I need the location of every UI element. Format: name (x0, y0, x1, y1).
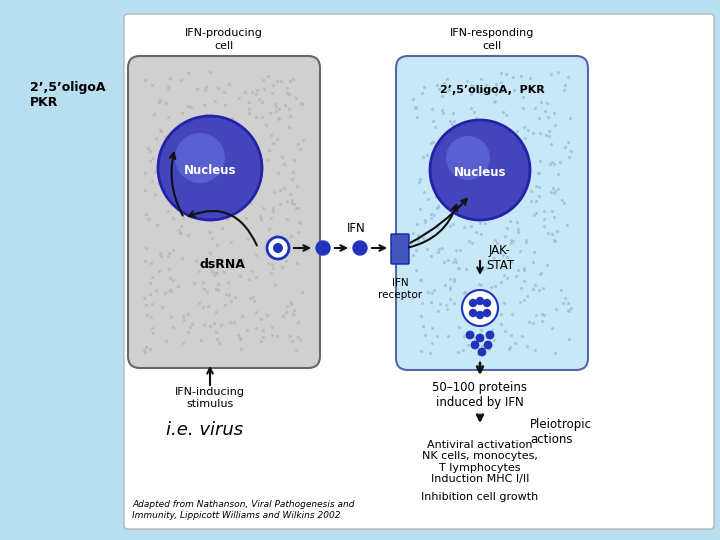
Circle shape (462, 290, 498, 326)
Circle shape (486, 331, 494, 339)
FancyBboxPatch shape (396, 56, 588, 370)
Circle shape (158, 116, 262, 220)
Circle shape (477, 298, 484, 305)
Text: IFN-inducing: IFN-inducing (175, 387, 245, 397)
Text: 2’,5’oligoA,  PKR: 2’,5’oligoA, PKR (440, 85, 544, 95)
Circle shape (478, 348, 486, 356)
Circle shape (476, 334, 484, 342)
Circle shape (446, 136, 490, 180)
Text: IFN-producing: IFN-producing (185, 28, 263, 38)
Text: JAK-
STAT: JAK- STAT (486, 244, 514, 272)
Text: i.e. virus: i.e. virus (166, 421, 243, 439)
Text: Adapted from Nathanson, Viral Pathogenesis and
Immunity, Lippicott Williams and : Adapted from Nathanson, Viral Pathogenes… (132, 500, 354, 519)
Text: IFN-responding: IFN-responding (450, 28, 534, 38)
FancyBboxPatch shape (124, 14, 714, 529)
Text: cell: cell (482, 41, 502, 51)
Text: IFN: IFN (346, 221, 365, 234)
Circle shape (267, 237, 289, 259)
Text: Nucleus: Nucleus (184, 164, 236, 177)
Circle shape (316, 241, 330, 255)
Circle shape (353, 241, 367, 255)
Text: cell: cell (215, 41, 233, 51)
Circle shape (273, 243, 283, 253)
Circle shape (484, 309, 490, 316)
FancyBboxPatch shape (128, 56, 320, 368)
Circle shape (430, 120, 530, 220)
Text: stimulus: stimulus (186, 399, 233, 409)
Text: 2’,5’oligoA: 2’,5’oligoA (30, 82, 106, 94)
Circle shape (484, 341, 492, 349)
Text: Inhibition cell growth: Inhibition cell growth (421, 492, 539, 502)
FancyBboxPatch shape (391, 234, 409, 264)
Text: 50–100 proteins
induced by IFN: 50–100 proteins induced by IFN (433, 381, 528, 409)
Text: PKR: PKR (30, 96, 58, 109)
Text: Nucleus: Nucleus (454, 165, 506, 179)
Circle shape (466, 331, 474, 339)
Circle shape (469, 309, 477, 316)
Circle shape (469, 300, 477, 307)
Text: Antiviral activation
NK cells, monocytes,
T lymphocytes
Induction MHC I/II: Antiviral activation NK cells, monocytes… (422, 440, 538, 484)
Text: IFN
receptor: IFN receptor (378, 278, 422, 300)
Circle shape (484, 300, 490, 307)
Circle shape (477, 312, 484, 319)
Circle shape (471, 341, 479, 349)
Circle shape (175, 133, 225, 183)
Text: Pleiotropic
actions: Pleiotropic actions (530, 418, 592, 446)
Text: dsRNA: dsRNA (199, 259, 245, 272)
